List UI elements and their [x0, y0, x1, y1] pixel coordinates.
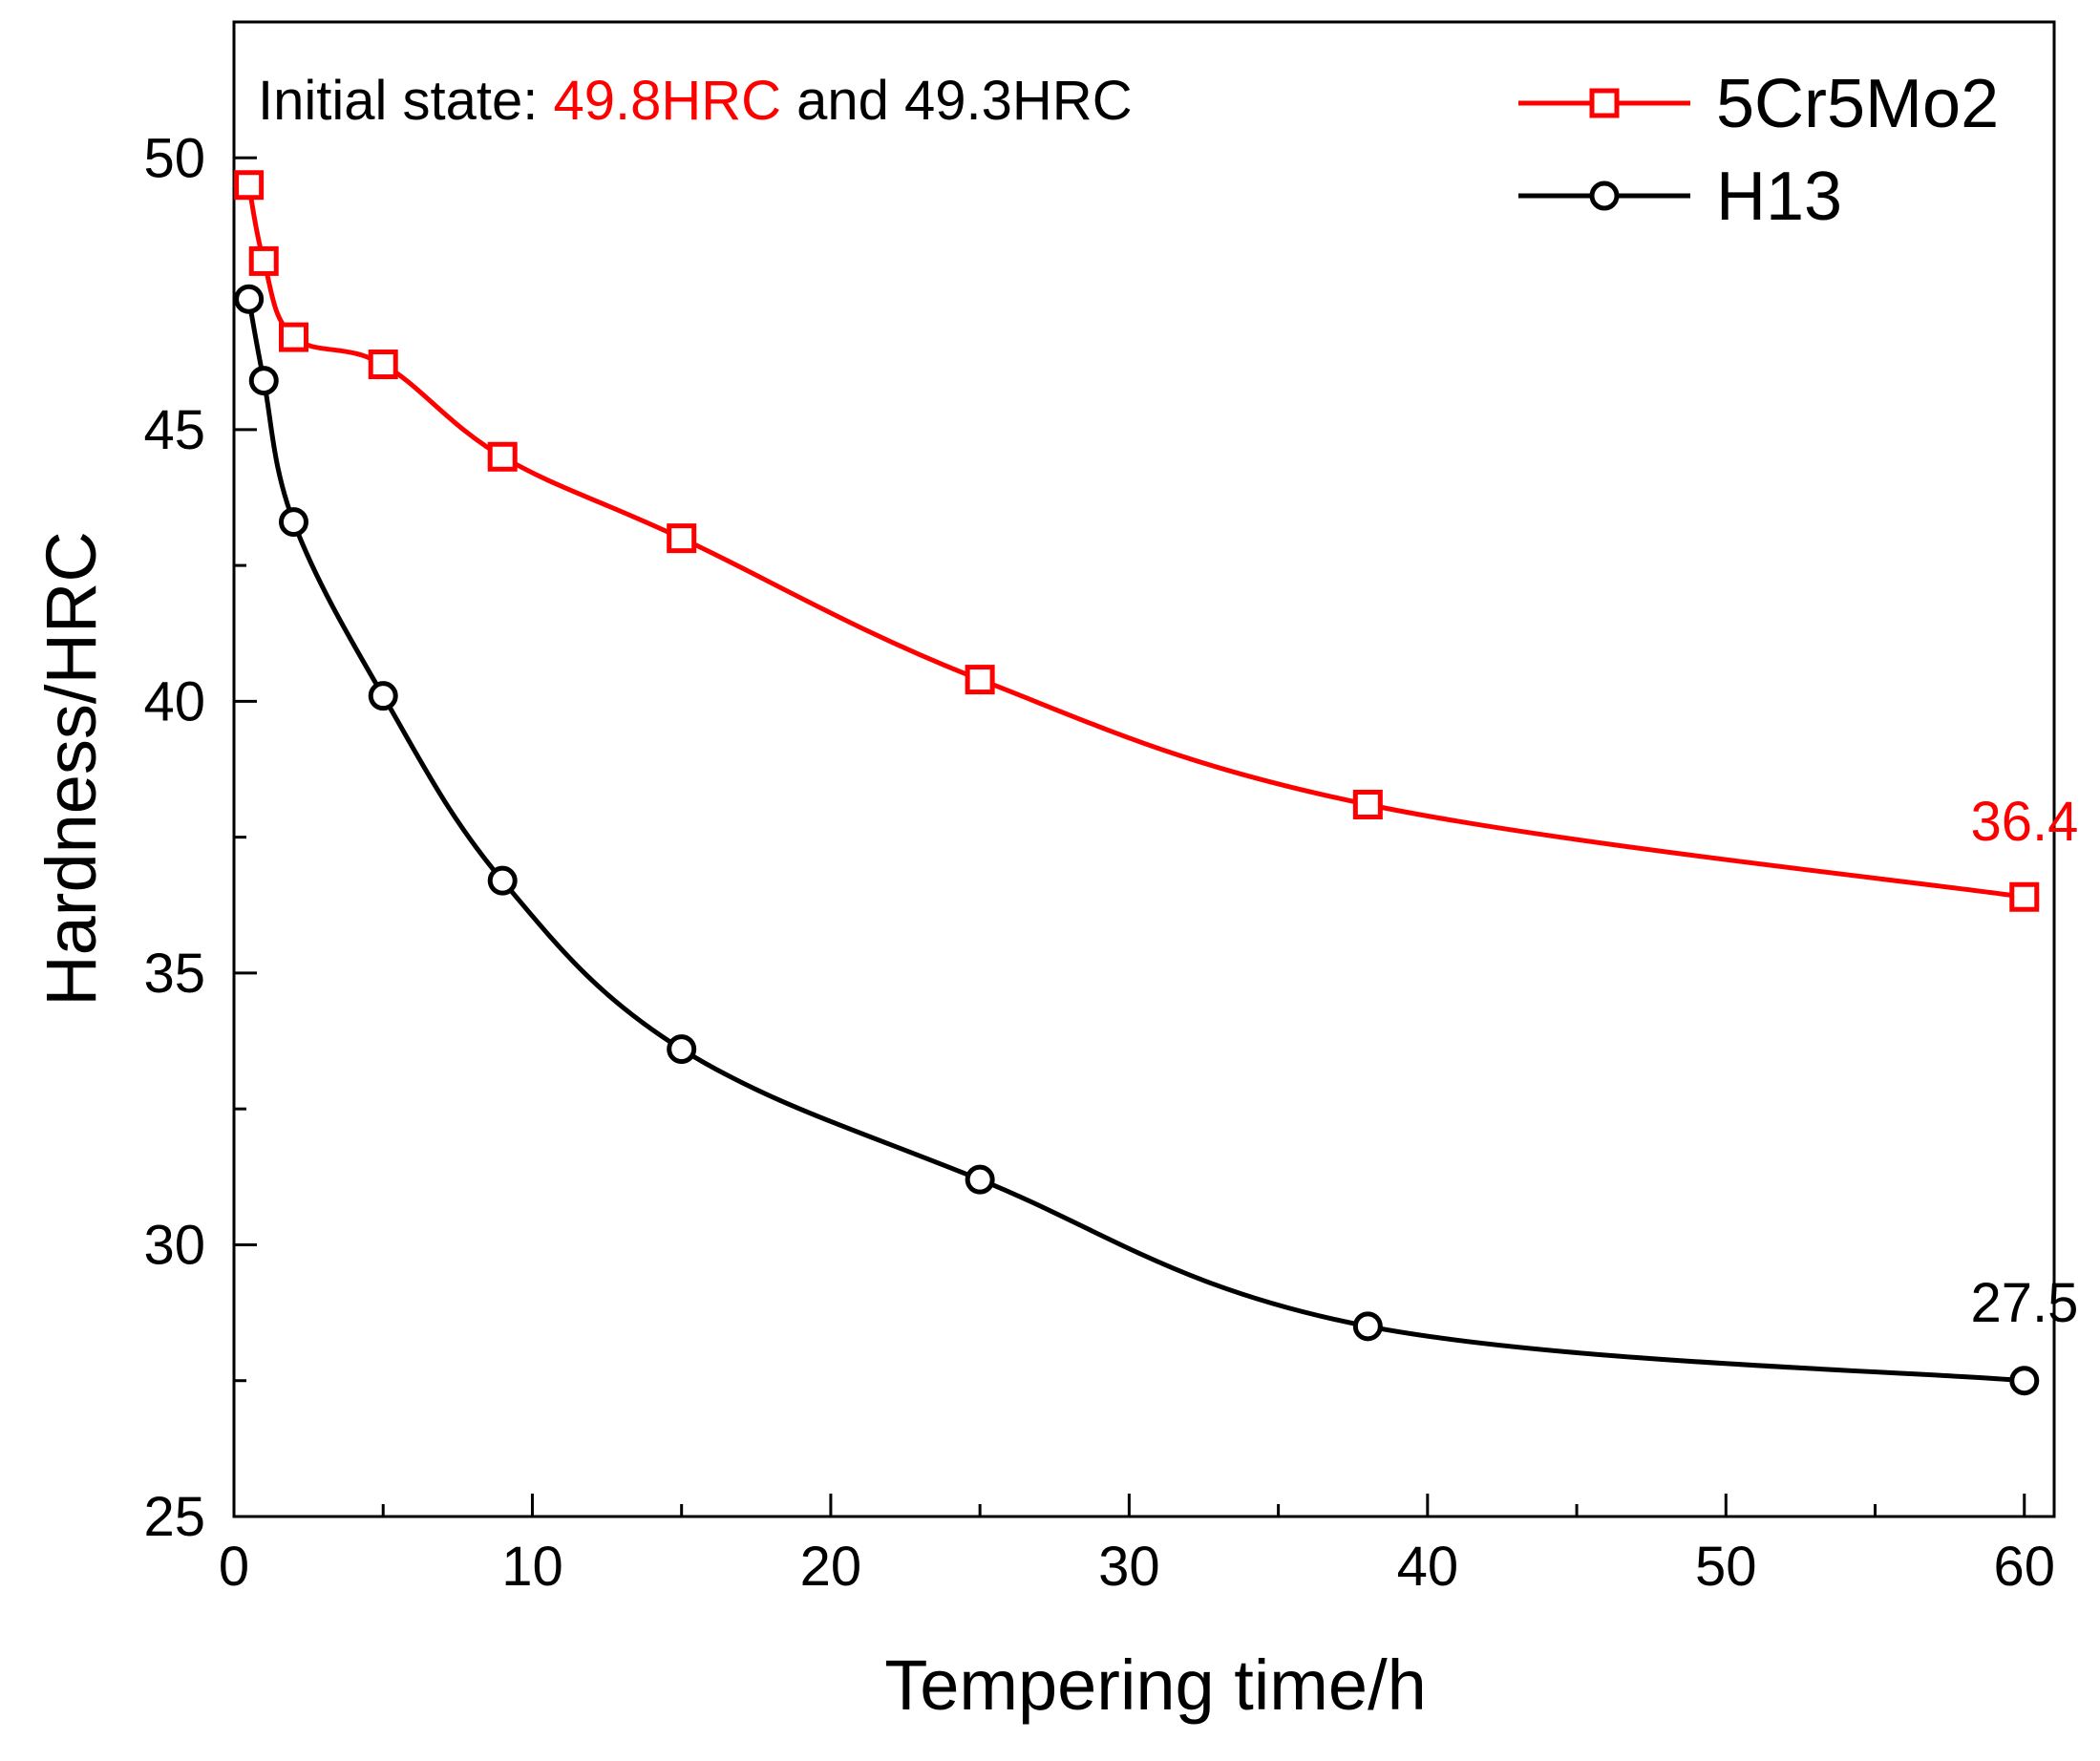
data-point-h13: [2009, 1366, 2040, 1396]
data-point-5cr5mo2: [2009, 881, 2040, 912]
initial-state-connector: and: [781, 70, 904, 132]
x-tick-label: 60: [1993, 1536, 2055, 1598]
legend-label-h13: H13: [1716, 159, 1842, 235]
legend-label-5cr5mo2: 5Cr5Mo2: [1716, 66, 1999, 142]
y-tick-label: 30: [143, 1214, 205, 1276]
data-point-h13: [487, 865, 518, 896]
data-point-h13: [667, 1034, 697, 1065]
series-h13: [234, 284, 2040, 1396]
data-point-h13: [278, 507, 308, 538]
plot-frame: [232, 20, 2056, 1518]
y-axis: 25 30 35 40 45 50: [143, 127, 257, 1548]
y-tick-label: 45: [143, 399, 205, 461]
y-tick-label: 35: [143, 943, 205, 1005]
x-tick-label: 40: [1397, 1536, 1459, 1598]
x-tick-label: 30: [1098, 1536, 1160, 1598]
series-line-5cr5mo2: [246, 184, 2026, 900]
initial-state-value-a: 49.8HRC: [553, 70, 781, 132]
x-tick-label: 50: [1695, 1536, 1757, 1598]
data-point-5cr5mo2: [234, 170, 265, 201]
x-tick-label: 20: [800, 1536, 862, 1598]
data-point-5cr5mo2: [248, 245, 279, 276]
x-tick-label: 0: [219, 1536, 249, 1598]
data-point-5cr5mo2: [667, 523, 697, 554]
y-tick-label: 50: [143, 127, 205, 189]
data-point-5cr5mo2: [368, 350, 398, 380]
data-point-5cr5mo2: [278, 322, 308, 352]
data-point-h13: [1352, 1311, 1383, 1342]
data-point-5cr5mo2: [487, 441, 518, 472]
initial-state-value-b: 49.3HRC: [904, 70, 1133, 132]
x-axis: 0 10 20 30 40 50 60: [219, 1494, 2055, 1598]
legend: 5Cr5Mo2 H13: [1518, 66, 1999, 235]
end-value-label-5cr5mo2: 36.4: [1971, 791, 2079, 853]
data-point-h13: [248, 366, 279, 396]
y-axis-title: Hardness/HRC: [32, 531, 111, 1007]
x-axis-title: Tempering time/h: [884, 1645, 1427, 1725]
initial-state-annotation: Initial state: 49.8HRC and 49.3HRC: [258, 70, 1133, 132]
legend-marker-square: [1589, 88, 1620, 118]
y-tick-label: 40: [143, 670, 205, 732]
data-point-5cr5mo2: [965, 665, 995, 695]
initial-state-prefix: Initial state:: [258, 70, 553, 132]
legend-marker-circle: [1589, 180, 1620, 211]
series-5cr5mo2: [234, 170, 2040, 912]
data-point-h13: [234, 284, 265, 314]
x-tick-label: 10: [501, 1536, 563, 1598]
series-layer: [234, 170, 2040, 1396]
end-value-label-h13: 27.5: [1971, 1272, 2079, 1334]
y-tick-label: 25: [143, 1486, 205, 1548]
data-point-h13: [965, 1164, 995, 1195]
data-point-5cr5mo2: [1352, 789, 1383, 819]
data-point-h13: [368, 681, 398, 711]
